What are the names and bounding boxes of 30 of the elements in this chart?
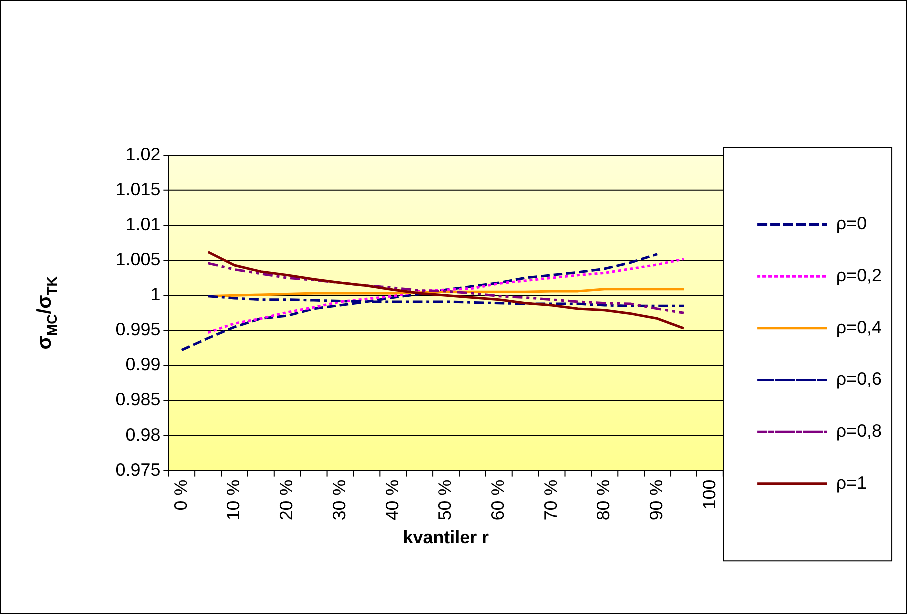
legend-label: ρ=0 — [836, 214, 868, 234]
y-tick-label: 0.99 — [126, 354, 161, 375]
x-tick-label: 0 % — [170, 480, 191, 511]
x-tick-label: 40 % — [382, 480, 402, 521]
y-tick-label: 0.995 — [116, 320, 161, 340]
y-axis-title: σMC/σTK — [34, 276, 60, 350]
x-tick-label: 20 % — [276, 480, 297, 521]
y-tick-label: 0.975 — [116, 460, 161, 480]
x-tick-label: 60 % — [488, 480, 508, 521]
x-tick-label: 10 % — [224, 480, 244, 521]
x-tick-label: 90 % — [646, 480, 667, 521]
line-series — [207, 262, 686, 314]
x-tick-label: 80 % — [594, 480, 614, 521]
y-tick-label: 1.005 — [116, 250, 161, 270]
y-tick-label: 0.98 — [126, 424, 161, 445]
legend-label: ρ=0,6 — [836, 369, 882, 390]
legend-label: ρ=0,8 — [836, 421, 882, 442]
legend-label: ρ=0,2 — [836, 266, 882, 286]
x-tick-label: 50 % — [435, 480, 456, 521]
x-tick-label: 70 % — [540, 480, 561, 521]
y-tick-label: 1.015 — [116, 179, 161, 200]
y-tick-label: 1 — [150, 284, 161, 305]
legend-label: ρ=0,4 — [836, 317, 882, 338]
y-tick-label: 1.01 — [126, 214, 161, 235]
x-tick-label: 30 % — [329, 480, 350, 521]
y-tick-label: 1.02 — [126, 144, 161, 164]
x-tick-label: 100 — [699, 480, 720, 510]
legend-label: ρ=1 — [836, 472, 868, 493]
x-axis-title: kvantiler r — [403, 527, 490, 548]
y-tick-label: 0.985 — [116, 390, 161, 410]
